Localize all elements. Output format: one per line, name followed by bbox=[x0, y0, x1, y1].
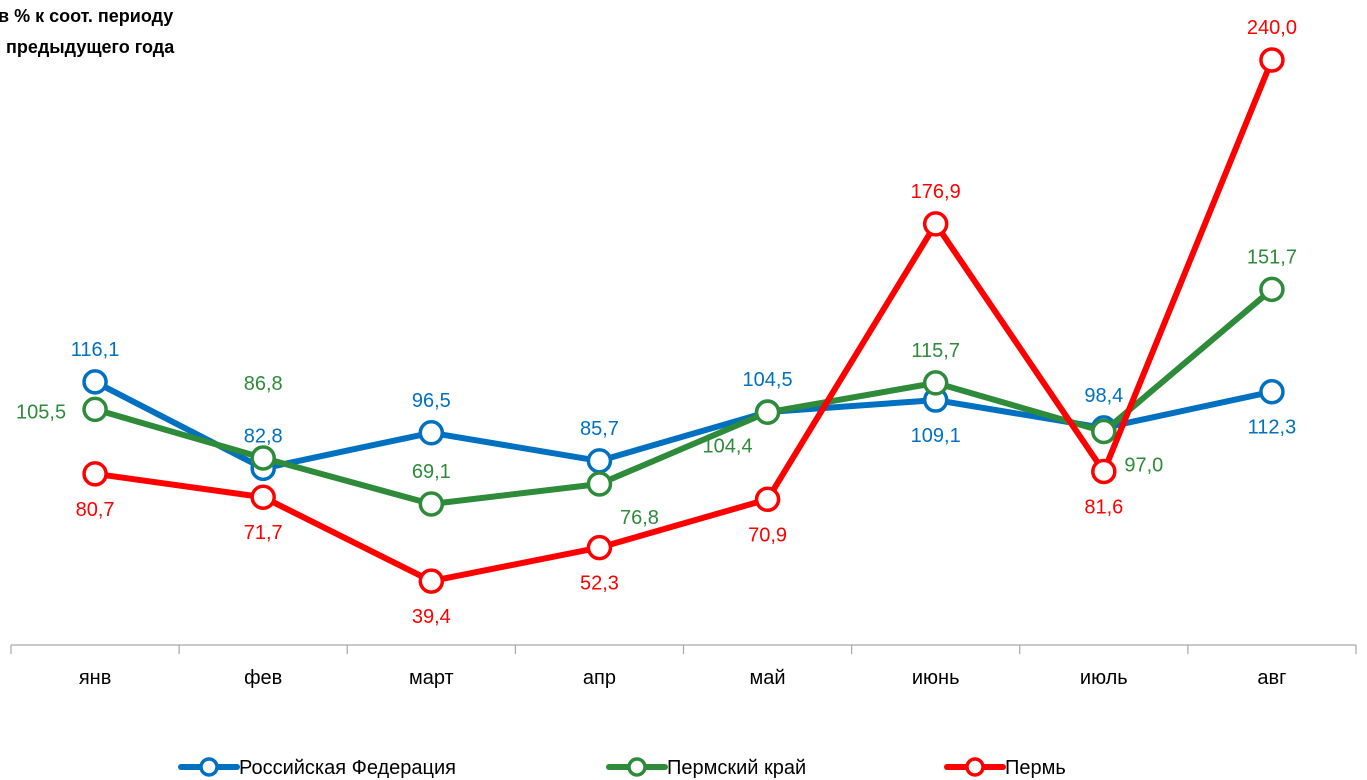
legend: Российская Федерация Пермский край Пермь bbox=[178, 757, 1066, 779]
data-label: 71,7 bbox=[244, 522, 283, 544]
data-point bbox=[82, 396, 108, 423]
x-tick-label: фев bbox=[244, 667, 282, 689]
legend-item: Пермский край bbox=[606, 757, 806, 779]
data-point bbox=[922, 211, 949, 237]
plot-area: 116,182,896,585,7104,5109,198,4112,3105,… bbox=[16, 17, 1297, 628]
data-label: 104,5 bbox=[743, 369, 793, 391]
data-label: 151,7 bbox=[1247, 246, 1297, 268]
data-point bbox=[418, 568, 445, 594]
legend-label: Пермь bbox=[1005, 757, 1066, 779]
data-label: 98,4 bbox=[1084, 385, 1123, 407]
series-1-labels: 116,1 82,8 96,5 85,7 104,5 109,1 98,4 112,3 bbox=[71, 339, 1296, 448]
data-label: 86,8 bbox=[244, 373, 283, 395]
x-tick-label: янв bbox=[79, 667, 112, 689]
legend-item: Пермь bbox=[944, 757, 1066, 779]
data-point bbox=[250, 445, 276, 471]
data-label: 109,1 bbox=[911, 425, 961, 447]
data-label: 115,7 bbox=[911, 340, 960, 362]
data-point bbox=[418, 491, 445, 517]
data-label: 96,5 bbox=[412, 390, 451, 412]
chart-title: в % к соот. периоду предыдущего года bbox=[0, 6, 175, 57]
legend-label: Пермский край bbox=[667, 757, 806, 779]
data-point bbox=[754, 399, 781, 426]
series-2-labels: 105,5 86,8 69,1 76,8 104,4 115,7 97,0 151,7 bbox=[16, 246, 1297, 529]
series-3 bbox=[82, 47, 1285, 594]
data-point bbox=[1259, 276, 1285, 303]
x-axis: янв фев март апр май июнь июль авг bbox=[10, 644, 1357, 689]
chart-title-line-2: предыдущего года bbox=[6, 37, 175, 57]
x-tick-label: май bbox=[750, 667, 786, 689]
series-3-labels: 80,7 71,7 39,4 52,3 70,9 176,9 81,6 240,0 bbox=[76, 17, 1297, 628]
data-label: 70,9 bbox=[748, 524, 787, 546]
data-label: 105,5 bbox=[16, 401, 66, 423]
data-label: 52,3 bbox=[580, 573, 619, 595]
series-line bbox=[92, 57, 1275, 585]
data-point bbox=[418, 420, 445, 446]
data-label: 240,0 bbox=[1247, 17, 1297, 39]
data-point bbox=[1091, 418, 1117, 445]
series-line bbox=[92, 286, 1275, 507]
data-label: 80,7 bbox=[76, 499, 115, 521]
data-label: 85,7 bbox=[580, 418, 619, 440]
data-point bbox=[1259, 378, 1285, 405]
chart-title-line-1: в % к соот. периоду bbox=[0, 6, 173, 26]
data-label: 82,8 bbox=[244, 425, 283, 447]
x-tick-label: апр bbox=[583, 667, 616, 689]
x-tick-label: июль bbox=[1080, 667, 1128, 689]
data-label: 104,4 bbox=[703, 435, 753, 457]
data-point bbox=[922, 370, 949, 396]
data-point bbox=[250, 484, 276, 510]
data-point bbox=[1091, 458, 1117, 485]
data-label: 176,9 bbox=[911, 181, 961, 203]
x-tick-label: авг bbox=[1257, 667, 1286, 689]
data-point bbox=[586, 471, 613, 497]
legend-marker bbox=[199, 757, 219, 777]
data-point bbox=[586, 448, 613, 474]
data-point bbox=[82, 461, 108, 487]
legend-label: Российская Федерация bbox=[239, 757, 456, 779]
data-label: 69,1 bbox=[412, 461, 451, 483]
data-point bbox=[586, 534, 613, 561]
data-point bbox=[1259, 47, 1285, 73]
data-label: 97,0 bbox=[1124, 454, 1163, 476]
x-tick-label: март bbox=[409, 667, 454, 689]
x-tick-label: июнь bbox=[912, 667, 960, 689]
data-label: 81,6 bbox=[1084, 497, 1123, 519]
data-point bbox=[82, 369, 108, 395]
data-label: 112,3 bbox=[1248, 417, 1297, 439]
data-label: 39,4 bbox=[412, 606, 451, 628]
legend-item: Российская Федерация bbox=[178, 757, 456, 779]
data-label: 76,8 bbox=[620, 507, 659, 529]
legend-marker bbox=[965, 757, 985, 777]
data-point bbox=[754, 486, 781, 513]
data-label: 116,1 bbox=[71, 339, 120, 361]
legend-marker bbox=[627, 757, 647, 777]
series-2 bbox=[82, 276, 1285, 517]
